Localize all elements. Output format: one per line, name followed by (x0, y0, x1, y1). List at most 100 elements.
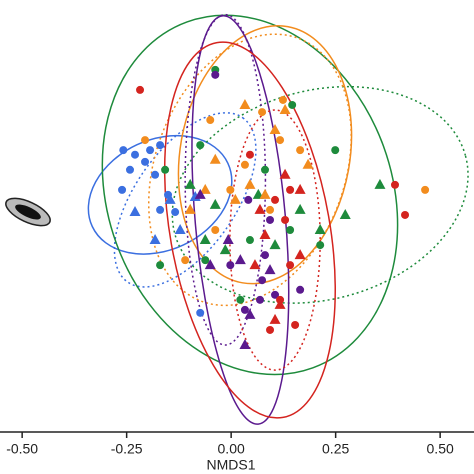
circle-point (211, 70, 220, 79)
circle-point (156, 205, 165, 214)
triangle-point (239, 339, 251, 350)
triangle-point (302, 158, 314, 169)
circle-point (146, 146, 155, 155)
circle-point (141, 157, 150, 166)
triangle-point (229, 193, 241, 204)
circle-point (266, 325, 275, 334)
triangle-point (279, 103, 291, 114)
circle-point (151, 170, 160, 179)
triangle-point (294, 203, 306, 214)
group-ellipse (163, 41, 336, 419)
triangle-point (129, 206, 141, 217)
circle-point (236, 295, 245, 304)
circle-point (421, 185, 430, 194)
triangle-point (204, 259, 216, 270)
group-ellipse (87, 134, 233, 255)
triangle-point (199, 183, 211, 194)
circle-point (286, 226, 295, 235)
circle-point (261, 251, 270, 260)
triangle-point (294, 249, 306, 260)
triangle-point (194, 188, 206, 199)
circle-point (201, 256, 210, 265)
group-ellipse (147, 33, 352, 307)
triangle-point (209, 198, 221, 209)
circle-point (278, 95, 287, 104)
triangle-point (264, 264, 276, 275)
circle-point (119, 146, 128, 155)
triangle-point (249, 259, 261, 270)
x-tick-label: -0.25 (111, 441, 143, 457)
x-tick-label: 0.25 (322, 441, 349, 457)
circle-point (136, 85, 145, 94)
x-tick-label: 0.00 (218, 441, 245, 457)
circle-point (226, 261, 235, 270)
triangle-point (269, 124, 281, 135)
circle-point (331, 146, 340, 155)
circle-point (258, 276, 267, 285)
circle-point (296, 285, 305, 294)
triangle-point (274, 298, 286, 309)
group-ellipse (101, 14, 399, 376)
circle-point (131, 150, 140, 159)
triangle-point (259, 188, 271, 199)
triangle-point (222, 234, 234, 245)
triangle-point (294, 183, 306, 194)
triangle-point (199, 234, 211, 245)
triangle-point (254, 203, 266, 214)
circle-point (161, 165, 170, 174)
triangle-point (184, 203, 196, 214)
circle-point (245, 150, 254, 159)
circle-point (291, 320, 300, 329)
triangle-point (244, 178, 256, 189)
circle-point (206, 116, 215, 125)
group-ellipse (184, 13, 267, 346)
circle-point (288, 100, 297, 109)
x-tick-label: 0.50 (427, 441, 454, 457)
triangle-point (209, 153, 221, 164)
x-axis-title: NMDS1 (206, 457, 255, 473)
circle-point (296, 146, 305, 155)
circle-point (141, 136, 150, 145)
circle-point (240, 160, 249, 169)
x-tick-label: -0.50 (6, 441, 38, 457)
triangle-point (174, 224, 186, 235)
triangle-point (234, 254, 246, 265)
triangle-point (219, 244, 231, 255)
circle-point (156, 261, 165, 270)
circle-point (211, 226, 220, 235)
circle-point (286, 261, 295, 270)
triangle-point (339, 208, 351, 219)
triangle-point (269, 239, 281, 250)
circle-point (258, 108, 267, 117)
triangle-point (184, 178, 196, 189)
triangle-point (149, 234, 161, 245)
circle-point (281, 215, 290, 224)
triangle-point (279, 168, 291, 179)
circle-point (196, 308, 205, 317)
circle-point (255, 295, 264, 304)
circle-point (391, 180, 399, 189)
triangle-point (259, 229, 271, 240)
circle-point (276, 136, 285, 145)
triangle-point (374, 178, 386, 189)
circle-point (171, 208, 180, 217)
group-ellipse (171, 85, 469, 304)
circle-point (316, 241, 325, 250)
circle-point (226, 185, 235, 194)
triangle-point (269, 313, 281, 324)
circle-point (266, 205, 275, 214)
circle-point (261, 165, 270, 174)
circle-point (244, 195, 253, 204)
circle-point (286, 185, 295, 194)
triangle-point (239, 98, 251, 109)
group-ellipse (113, 112, 257, 288)
circle-point (266, 215, 275, 224)
triangle-point (244, 308, 256, 319)
circle-point (240, 305, 249, 314)
circle-point (196, 141, 205, 150)
outlier-blob (5, 197, 51, 227)
triangle-point (164, 193, 176, 204)
circle-point (245, 236, 254, 245)
